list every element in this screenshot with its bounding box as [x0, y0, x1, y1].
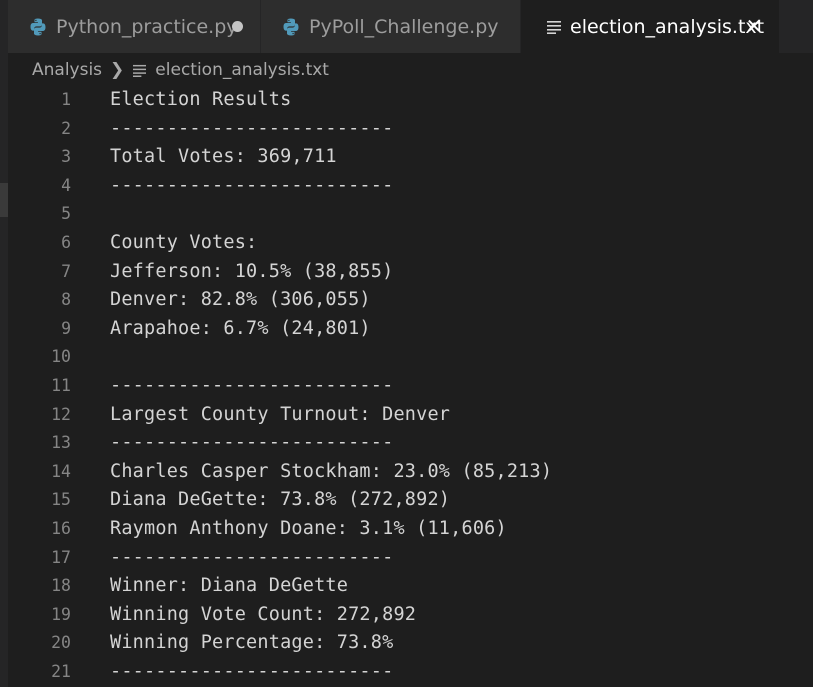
- scroll-marker: [0, 183, 8, 217]
- code-line[interactable]: 16 Raymon Anthony Doane: 3.1% (11,606): [8, 515, 813, 544]
- line-number: 6: [61, 233, 71, 252]
- line-number: 4: [61, 175, 71, 195]
- line-text[interactable]: -------------------------: [110, 375, 394, 396]
- line-number: 1: [61, 90, 71, 109]
- code-line[interactable]: 8 Denver: 82.8% (306,055): [8, 286, 813, 315]
- text-file-icon: [547, 20, 561, 34]
- code-line[interactable]: 9 Arapahoe: 6.7% (24,801): [8, 315, 813, 344]
- line-text[interactable]: County Votes:: [110, 232, 258, 253]
- line-text[interactable]: Election Results: [110, 89, 292, 110]
- line-number: 5: [61, 204, 71, 224]
- line-text[interactable]: Winning Vote Count: 272,892: [110, 603, 417, 625]
- line-number: 8: [61, 290, 71, 310]
- line-number: 16: [51, 519, 71, 538]
- line-text[interactable]: -------------------------: [110, 174, 394, 196]
- code-line[interactable]: 4 -------------------------: [8, 172, 813, 201]
- python-file-icon: [283, 18, 299, 35]
- line-text[interactable]: Total Votes: 369,711: [110, 146, 337, 168]
- line-text[interactable]: -------------------------: [110, 546, 394, 568]
- line-number: 14: [51, 461, 71, 481]
- line-number: 2: [61, 118, 71, 138]
- line-text[interactable]: -------------------------: [110, 432, 394, 454]
- code-line[interactable]: 20 Winning Percentage: 73.8%: [8, 629, 813, 658]
- python-file-icon: [30, 18, 46, 35]
- breadcrumb: Analysis ❯ election_analysis.txt: [32, 56, 329, 84]
- text-editor[interactable]: 1 Election Results 2 ----------------------…: [8, 86, 813, 687]
- line-number: 18: [51, 576, 71, 596]
- line-number: 15: [51, 490, 71, 510]
- code-line[interactable]: 10: [8, 343, 813, 372]
- code-line[interactable]: 21 -------------------------: [8, 658, 813, 687]
- line-number: 12: [51, 404, 71, 424]
- code-line[interactable]: 15 Diana DeGette: 73.8% (272,892): [8, 486, 813, 515]
- line-number: 19: [51, 604, 71, 624]
- code-line[interactable]: 11 -------------------------: [8, 372, 813, 401]
- code-line[interactable]: 7 Jefferson: 10.5% (38,855): [8, 258, 813, 287]
- line-text[interactable]: -------------------------: [110, 661, 394, 682]
- line-number: 17: [51, 547, 71, 567]
- code-line[interactable]: 3 Total Votes: 369,711: [8, 143, 813, 172]
- line-text[interactable]: Charles Casper Stockham: 23.0% (85,213): [110, 460, 553, 482]
- unsaved-dot-icon[interactable]: [232, 21, 243, 32]
- code-line[interactable]: 18 Winner: Diana DeGette: [8, 572, 813, 601]
- line-number: 3: [61, 147, 71, 167]
- close-tab-icon[interactable]: ✕: [745, 14, 763, 38]
- tab-election-analysis[interactable]: election_analysis.txt ✕: [521, 0, 780, 53]
- tab-python-practice[interactable]: Python_practice.py: [8, 0, 261, 53]
- breadcrumb-folder[interactable]: Analysis: [32, 60, 103, 80]
- line-text[interactable]: Diana DeGette: 73.8% (272,892): [110, 489, 451, 511]
- code-line[interactable]: 12 Largest County Turnout: Denver: [8, 401, 813, 430]
- text-file-icon: [133, 64, 147, 77]
- line-text[interactable]: Raymon Anthony Doane: 3.1% (11,606): [110, 518, 507, 539]
- tab-label: Python_practice.py: [56, 15, 238, 38]
- code-line[interactable]: 2 -------------------------: [8, 115, 813, 144]
- code-line[interactable]: 17 -------------------------: [8, 544, 813, 573]
- code-line[interactable]: 6 County Votes:: [8, 229, 813, 258]
- breadcrumb-file[interactable]: election_analysis.txt: [155, 60, 329, 80]
- tab-label: election_analysis.txt: [570, 15, 765, 38]
- line-text[interactable]: Winner: Diana DeGette: [110, 575, 349, 597]
- code-line[interactable]: 13 -------------------------: [8, 429, 813, 458]
- chevron-right-icon: ❯: [110, 60, 125, 80]
- code-line[interactable]: 1 Election Results: [8, 86, 813, 115]
- code-line[interactable]: 5: [8, 200, 813, 229]
- tab-label: PyPoll_Challenge.py: [309, 15, 499, 38]
- line-text[interactable]: Jefferson: 10.5% (38,855): [110, 260, 394, 282]
- line-text[interactable]: Winning Percentage: 73.8%: [110, 632, 394, 654]
- line-text[interactable]: Largest County Turnout: Denver: [110, 403, 451, 425]
- activity-edge: [0, 0, 8, 687]
- line-number: 21: [51, 662, 71, 681]
- line-number: 13: [51, 433, 71, 453]
- code-line[interactable]: 14 Charles Casper Stockham: 23.0% (85,213…: [8, 458, 813, 487]
- line-number: 9: [61, 318, 71, 338]
- line-number: 20: [51, 633, 71, 653]
- tab-pypoll-challenge[interactable]: PyPoll_Challenge.py: [261, 0, 521, 53]
- line-number: 11: [51, 376, 71, 395]
- line-text[interactable]: Arapahoe: 6.7% (24,801): [110, 317, 371, 339]
- code-line[interactable]: 19 Winning Vote Count: 272,892: [8, 601, 813, 630]
- tab-bar-empty-space: [780, 0, 813, 53]
- line-text[interactable]: -------------------------: [110, 117, 394, 139]
- line-number: 10: [51, 347, 71, 367]
- tab-bar: Python_practice.py PyPoll_Challenge.py e…: [8, 0, 813, 53]
- line-number: 7: [61, 261, 71, 281]
- line-text[interactable]: Denver: 82.8% (306,055): [110, 289, 371, 311]
